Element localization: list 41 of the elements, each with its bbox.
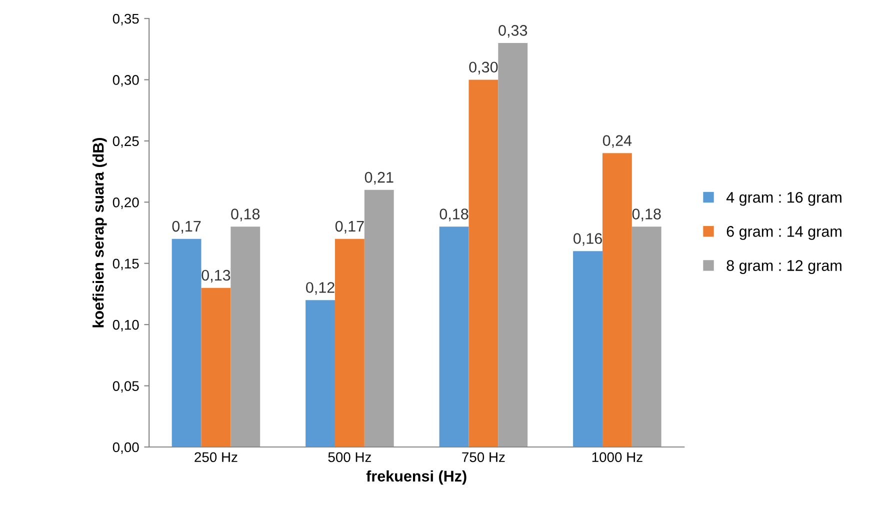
bar: [602, 153, 632, 448]
bar: [632, 226, 662, 448]
bar: [498, 43, 528, 448]
bar: [439, 226, 469, 448]
bar: [201, 288, 231, 448]
data-label: 0,12: [306, 282, 334, 295]
bar: [468, 80, 498, 448]
data-label: 0,24: [602, 135, 632, 148]
data-label: 0,18: [632, 208, 661, 222]
data-label: 0,13: [202, 270, 230, 282]
y-tick-label: 0,35: [112, 14, 139, 26]
data-label: 0,30: [469, 62, 498, 74]
y-tick-label: 0,05: [112, 381, 139, 393]
x-axis-title: frekuensi (Hz): [366, 470, 466, 485]
legend-label: 8 gram : 12 gram: [726, 260, 842, 274]
data-label: 0,17: [172, 220, 201, 234]
y-tick-label: 0,15: [112, 258, 139, 270]
data-label: 0,16: [573, 233, 602, 246]
data-label: 0,21: [364, 172, 394, 185]
legend-label: 4 gram : 16 gram: [726, 192, 842, 206]
y-tick-label: 0,20: [112, 197, 139, 209]
y-tick-label: 0,25: [112, 136, 139, 148]
x-tick-label: 750 Hz: [462, 452, 505, 462]
y-tick-label: 0,30: [112, 75, 139, 87]
data-label: 0,18: [231, 208, 260, 222]
bar: [334, 238, 364, 448]
bar: [573, 251, 602, 448]
bar: [364, 190, 394, 448]
data-label: 0,18: [440, 208, 468, 222]
y-axis-title: koefisien serap suara (dB): [92, 138, 107, 328]
y-tick-label: 0,10: [112, 320, 139, 332]
bar: [172, 238, 202, 448]
bar: [230, 226, 260, 448]
y-tick-label: 0,00: [112, 442, 139, 454]
data-label: 0,17: [335, 220, 364, 234]
legend-label: 6 gram : 14 gram: [726, 226, 842, 240]
x-tick-label: 500 Hz: [328, 452, 372, 462]
x-tick-label: 250 Hz: [194, 452, 238, 462]
x-tick-label: 1000 Hz: [592, 452, 642, 462]
bar: [306, 300, 335, 448]
data-label: 0,33: [498, 24, 528, 38]
